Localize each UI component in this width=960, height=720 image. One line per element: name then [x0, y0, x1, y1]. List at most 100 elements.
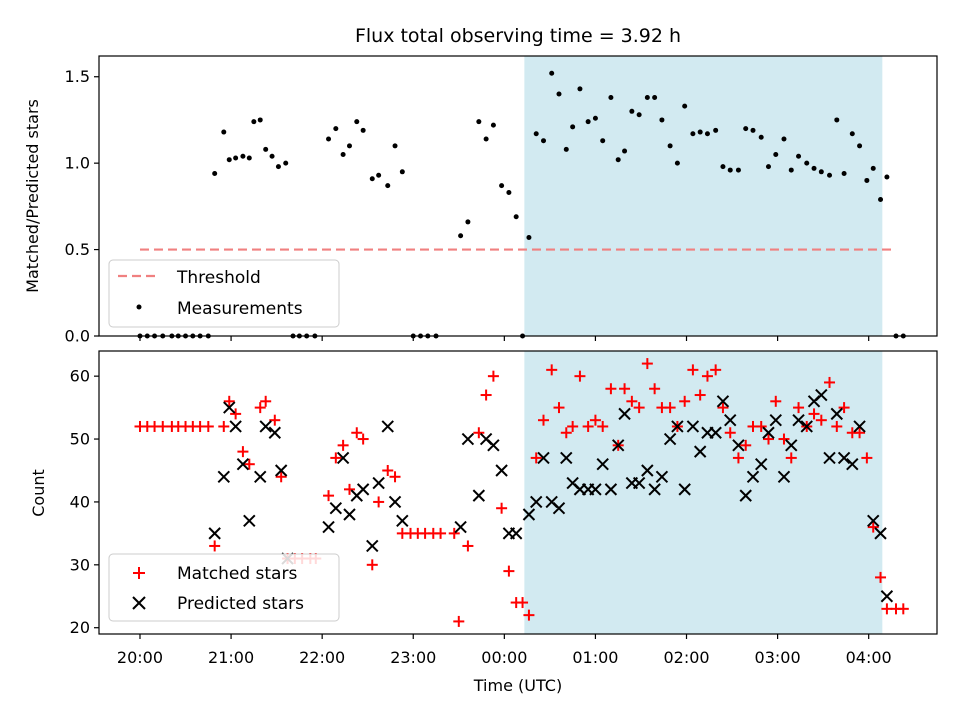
measurement-point [360, 127, 366, 133]
measurement-point [490, 122, 496, 128]
predicted-star-marker [792, 413, 805, 427]
measurement-point [743, 126, 749, 132]
measurement-point [499, 183, 505, 189]
legend-predicted-label: Predicted stars [177, 594, 304, 614]
predicted-star-marker [874, 527, 887, 540]
measurement-point [392, 143, 398, 149]
predicted-star-marker [388, 495, 402, 509]
predicted-star-marker [589, 483, 602, 496]
predicted-star-marker [732, 439, 745, 452]
matched-star-marker [897, 603, 909, 615]
measurement-point [563, 146, 569, 152]
matched-star-marker [694, 389, 706, 401]
measurement-point [577, 86, 583, 92]
matched-star-marker [523, 609, 535, 621]
legend-predicted-swatch [132, 596, 146, 610]
matched-star-marker [854, 427, 866, 439]
matched-star-marker [254, 402, 266, 414]
measurement-point [212, 171, 218, 177]
matched-star-marker [351, 427, 363, 439]
measurement-point [246, 155, 252, 161]
predicted-star-marker [461, 432, 475, 446]
y-tick-label: 1.5 [65, 67, 90, 86]
predicted-star-marker [454, 520, 467, 534]
measurement-point [827, 172, 833, 178]
matched-star-marker [626, 395, 638, 407]
matched-star-marker [679, 395, 691, 407]
measurement-point [533, 131, 539, 137]
predicted-star-marker [372, 476, 385, 490]
matched-star-marker [453, 615, 465, 627]
matched-star-marker [269, 414, 281, 426]
matched-star-marker [641, 358, 653, 370]
matched-star-marker [538, 414, 550, 426]
predicted-star-marker [336, 451, 350, 465]
measurement-point [240, 153, 246, 159]
y-tick-label: 60 [70, 367, 90, 386]
matched-star-marker [582, 420, 594, 432]
predicted-star-marker [472, 489, 486, 502]
measurement-point [592, 115, 598, 121]
matched-star-marker [323, 490, 335, 502]
y-tick-label: 0.5 [65, 240, 90, 259]
predicted-star-marker [837, 451, 851, 465]
predicted-star-marker [724, 413, 737, 427]
legend-measurements-swatch [136, 304, 142, 310]
predicted-star-marker [530, 495, 543, 509]
matched-star-marker [357, 433, 369, 445]
matched-star-marker [337, 439, 349, 451]
measurement-point [369, 176, 375, 182]
predicted-star-marker [268, 426, 282, 439]
matched-star-marker [218, 420, 230, 432]
predicted-star-marker [236, 457, 250, 471]
predicted-star-marker [381, 420, 394, 433]
measurement-point [750, 127, 756, 133]
measurement-point [870, 165, 876, 171]
matched-star-marker [861, 452, 873, 464]
matched-star-marker [589, 414, 601, 426]
predicted-star-marker [746, 470, 760, 483]
matched-star-marker [389, 471, 401, 483]
measurement-point [735, 167, 741, 173]
matched-star-marker [530, 452, 542, 464]
measurement-point [600, 138, 606, 144]
measurement-point [682, 103, 688, 109]
x-tick-label: 22:00 [299, 648, 345, 667]
predicted-star-marker [663, 432, 677, 446]
measurement-point [269, 153, 275, 159]
measurement-point [713, 127, 719, 133]
predicted-star-marker [223, 401, 236, 414]
predicted-star-marker [769, 413, 782, 427]
measurement-point [727, 167, 733, 173]
measurement-point [251, 119, 257, 125]
matched-star-marker [546, 364, 558, 376]
matched-star-marker [824, 376, 836, 388]
x-axis-label: Time (UTC) [473, 676, 562, 695]
matched-star-marker [487, 370, 499, 382]
measurement-point [697, 129, 703, 135]
y-tick-label: 30 [70, 555, 90, 574]
matched-star-marker [831, 420, 843, 432]
predicted-star-marker [830, 407, 844, 421]
measurement-point [526, 234, 532, 240]
matched-star-marker [785, 452, 797, 464]
predicted-star-marker [552, 502, 566, 515]
predicted-star-marker [560, 451, 573, 465]
legend-matched-swatch [133, 567, 145, 579]
measurement-point [275, 164, 281, 170]
x-tick-label: 23:00 [390, 648, 436, 667]
predicted-star-marker [618, 407, 631, 421]
predicted-star-marker [693, 445, 707, 458]
measurement-point [263, 146, 269, 152]
measurement-point [704, 131, 710, 137]
predicted-star-marker [632, 476, 646, 490]
predicted-star-marker [678, 483, 691, 496]
bottom-x-ticks: 20:00 21:00 22:00 23:00 00:00 01:00 02:00 03:00… [117, 634, 892, 667]
matched-star-marker [664, 402, 676, 414]
matched-star-marker [496, 502, 508, 514]
legend-threshold-label: Threshold [176, 268, 261, 288]
measurement-point [811, 165, 817, 171]
x-tick-label: 21:00 [208, 648, 254, 667]
y-tick-label: 40 [70, 492, 90, 511]
predicted-star-marker [322, 520, 335, 534]
